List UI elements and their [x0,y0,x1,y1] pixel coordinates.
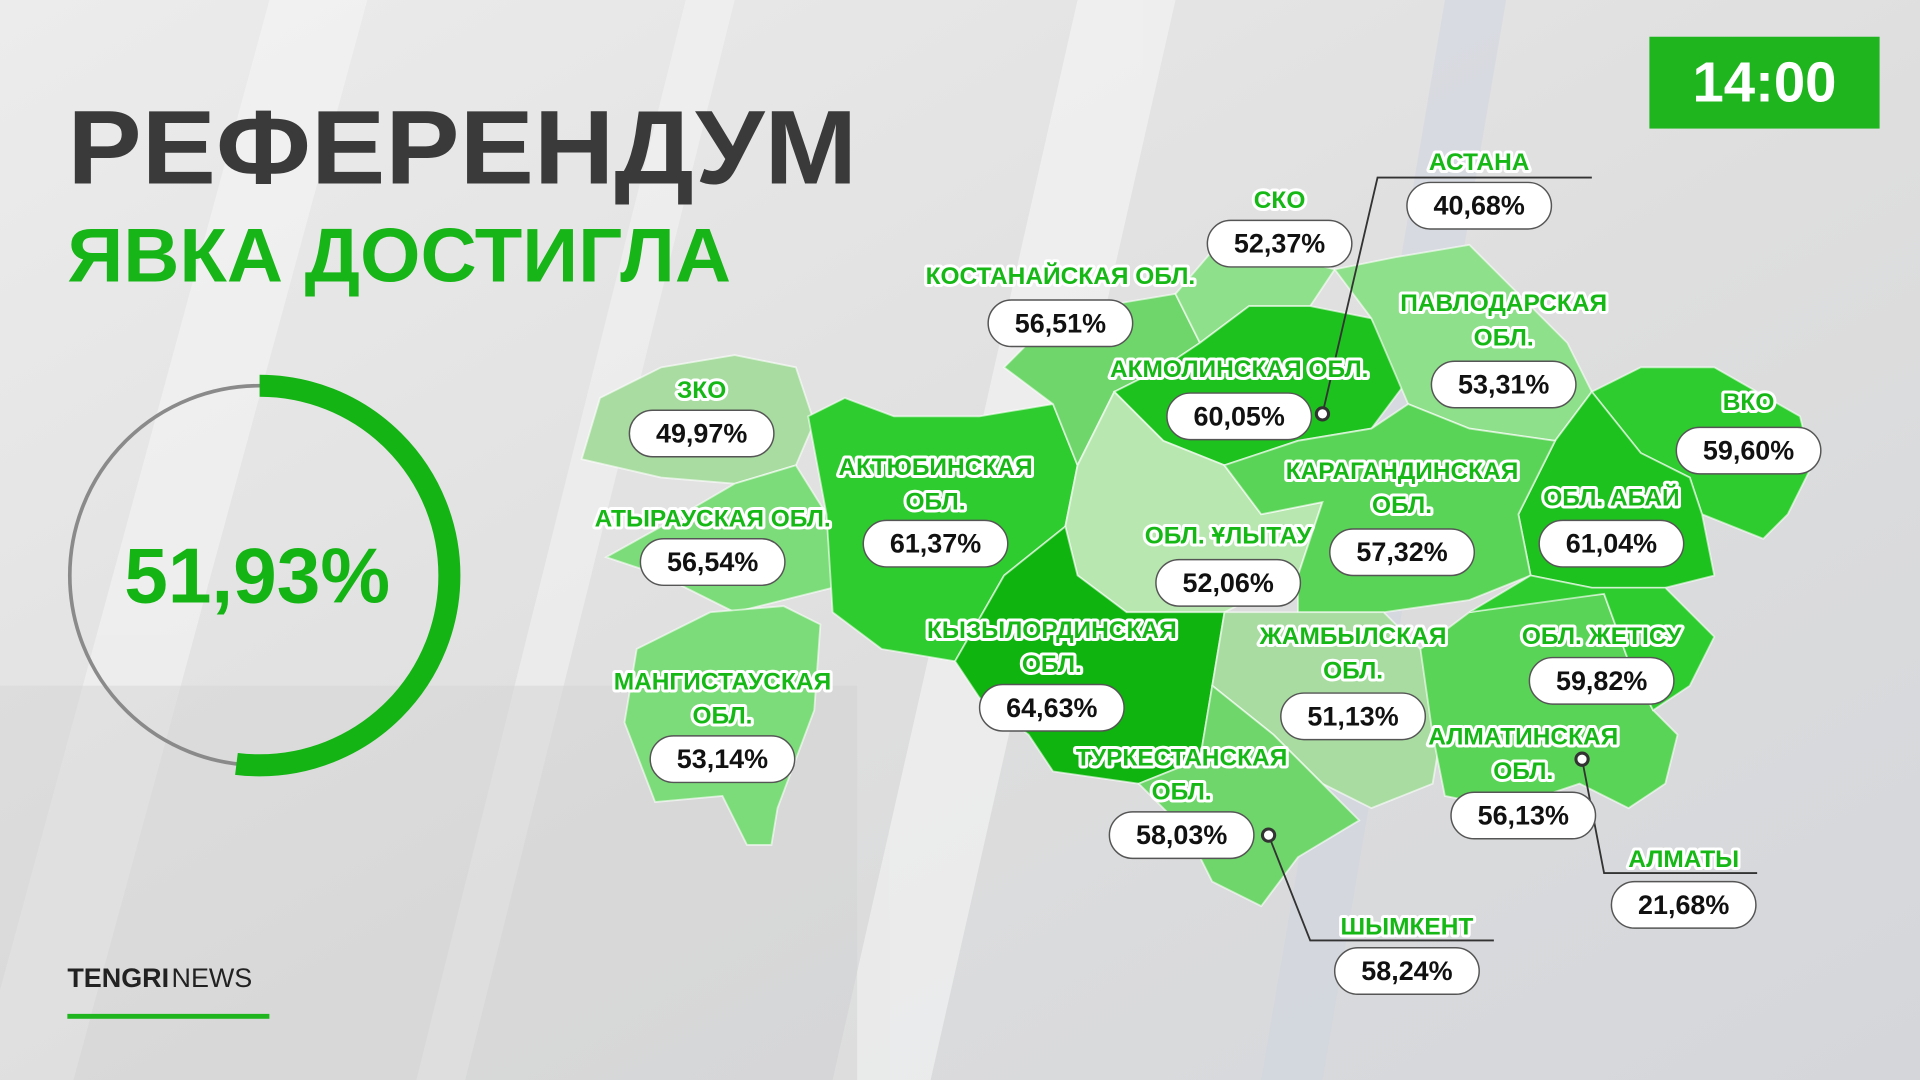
region-name: КАРАГАНДИНСКАЯ [1286,458,1519,485]
region-value: 51,13% [1307,701,1398,731]
turnout-label: 51,93% [124,531,390,619]
region-name: АСТАНА [1429,149,1530,176]
leader-shymkent [1267,834,1494,942]
region-value: 60,05% [1194,401,1285,431]
value-pill [1155,558,1302,607]
region-name: АКТЮБИНСКАЯ [838,454,1032,481]
value-pill [1538,519,1685,568]
region-name: ШЫМКЕНТ [1341,913,1474,940]
region-value: 21,68% [1638,890,1729,920]
time: 14:00 [1692,51,1836,114]
region-value: 53,31% [1458,369,1549,399]
region-value: 56,13% [1478,801,1569,831]
value-pill [628,409,775,458]
value-pill [1675,426,1822,475]
value-pill [987,299,1134,348]
region-value: 53,14% [677,744,768,774]
region-name: ОБЛ. [1323,657,1383,684]
city-dot [1574,751,1590,767]
brand-light: NEWS [172,963,253,993]
region-name: ОБЛ. ЖЕТІСУ [1522,623,1682,650]
region-name: ОБЛ. [1372,492,1432,519]
donut-arc [58,374,461,777]
region-name: ОБЛ. [906,488,966,515]
region-name: ОБЛ. [1152,779,1212,806]
region-name: ВКО [1723,389,1775,416]
leader-astana [1321,176,1592,415]
value-pill [1206,219,1353,268]
region-name: ОБЛ. АБАЙ [1543,484,1679,512]
region-name: АКМОЛИНСКАЯ ОБЛ. [1110,356,1368,383]
value-pill [1166,392,1313,441]
city-dot [1314,406,1331,422]
city-dot [1260,827,1277,843]
region-value: 49,97% [656,418,747,448]
value-pill [862,519,1009,568]
leader-lines [1260,176,1758,942]
value-pill [1450,791,1597,840]
region-name: АТЫРАУСКАЯ ОБЛ. [595,506,831,533]
value-pill [978,683,1125,732]
value-pill [1280,692,1427,741]
value-pill [1406,181,1553,230]
title: РЕФЕРЕНДУМ [67,90,857,207]
value-pill [1430,360,1577,409]
region-name: МАНГИСТАУСКАЯ [614,668,831,695]
region-name: ЗКО [677,377,726,404]
value-pill [639,538,786,587]
region-value: 59,60% [1703,436,1794,466]
region-value: 52,37% [1234,229,1325,259]
region-name: КОСТАНАЙСКАЯ ОБЛ. [926,262,1196,290]
region-name: ОБЛ. [1493,758,1553,785]
brand: TENGRI NEWS [67,963,252,993]
value-pill [1610,880,1757,929]
region-name: ПАВЛОДАРСКАЯ [1400,290,1607,317]
brand-underline [67,1013,270,1019]
region-value: 57,32% [1356,537,1447,567]
region-name: ОБЛ. [692,703,752,730]
region-name: ОБЛ. [1474,324,1534,351]
region-value: 52,06% [1183,568,1274,598]
region-mangystau [623,605,822,846]
value-pill [1108,811,1255,860]
region-name: ОБЛ. ҰЛЫТАУ [1145,523,1313,550]
region-value: 58,24% [1361,956,1452,986]
region-turkestan [1137,684,1361,908]
region-value: 61,37% [890,529,981,559]
value-pill [649,735,796,784]
leader-almaty [1581,759,1758,874]
region-value: 61,04% [1566,529,1657,559]
region-value: 59,82% [1556,666,1647,696]
region-value: 56,54% [667,547,758,577]
value-pill [1329,528,1476,577]
brand-bold: TENGRI [67,963,169,993]
region-value: 40,68% [1434,191,1525,221]
region-name: ОБЛ. [1022,651,1082,678]
region-name: АЛМАТИНСКАЯ [1428,723,1618,750]
subtitle: ЯВКА ДОСТИГЛА [67,214,731,299]
region-name: ТУРКЕСТАНСКАЯ [1076,744,1287,771]
region-name: КЫЗЫЛОРДИНСКАЯ [927,617,1177,644]
region-name: АЛМАТЫ [1628,846,1739,873]
region-name: СКО [1254,187,1306,214]
region-labels: СКО 52,37% КОСТАНАЙСКАЯ ОБЛ. 56,51% АСТАНА 40… [592,146,1822,996]
value-pill [1528,656,1675,705]
region-value: 56,51% [1015,308,1106,338]
region-value: 64,63% [1006,693,1097,723]
region-name: ЖАМБЫЛСКАЯ [1259,623,1447,650]
region-value: 58,03% [1136,820,1227,850]
time-box [1649,36,1880,129]
value-pill [1333,947,1480,996]
